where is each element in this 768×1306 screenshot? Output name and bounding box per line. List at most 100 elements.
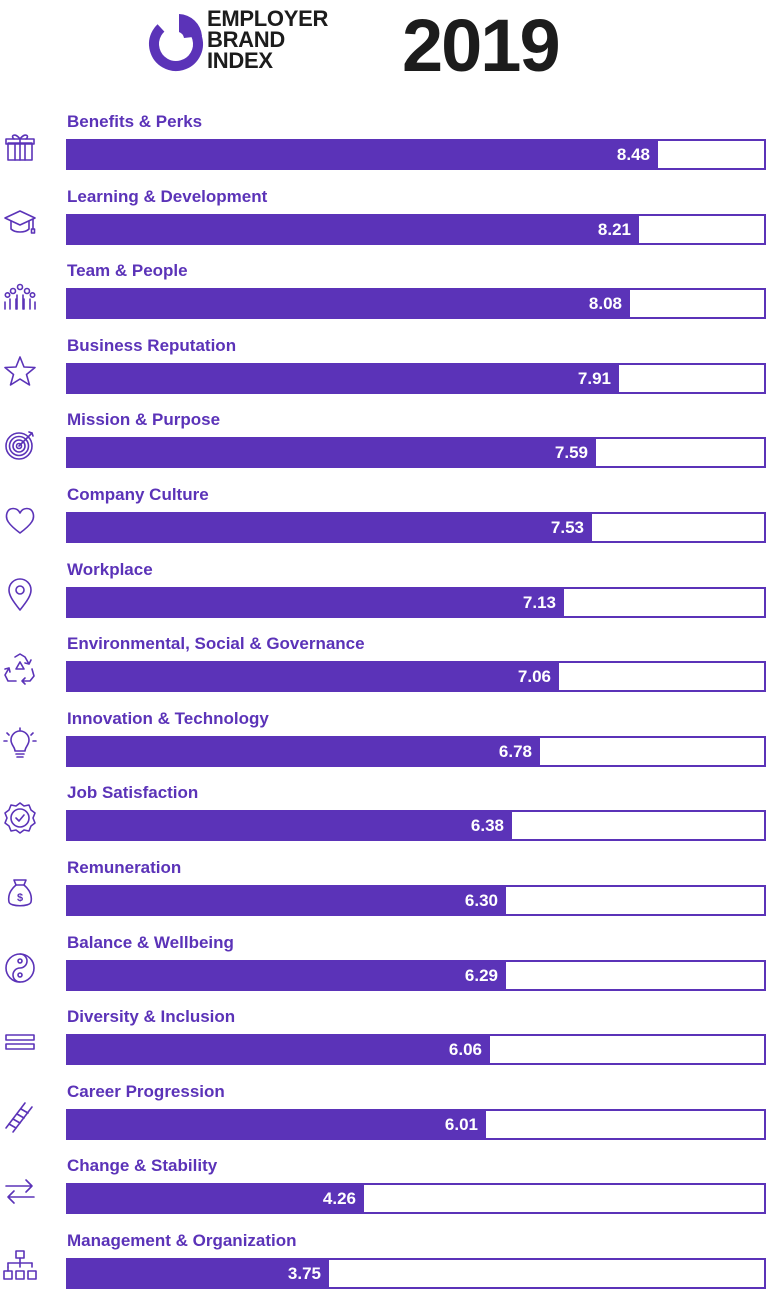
bar-value-label: 6.01 (444, 1114, 478, 1134)
brand-logo-icon (146, 8, 206, 74)
bar-track: 6.38 (66, 810, 766, 842)
bar-track: 7.91 (66, 362, 766, 394)
bar-value-label: 7.59 (554, 443, 588, 463)
bar-track: 8.21 (66, 213, 766, 245)
bar-track: 6.30 (66, 885, 766, 916)
bar-value-label: 6.38 (470, 816, 504, 836)
bar-row: Benefits & Perks 8.48 (0, 112, 768, 187)
category-label: Mission & Purpose (67, 410, 221, 430)
category-label: Workplace (67, 559, 153, 579)
gift-icon (3, 130, 37, 164)
bar-row: Team & People 8.08 (0, 261, 768, 336)
bar-value-label: 6.29 (464, 965, 498, 985)
bar-track: 6.29 (66, 959, 766, 991)
bar-row: Job Satisfaction 6.38 (0, 783, 768, 858)
brand-line-employer: EMPLOYER (207, 6, 329, 31)
header: EMPLOYER BRAND INDEX 2019 (0, 0, 768, 100)
brand-line-index: INDEX (207, 48, 273, 73)
bar-track: 7.53 (66, 512, 766, 543)
category-label: Career Progression (67, 1081, 225, 1101)
bar (68, 663, 559, 691)
bar-row: Management & Organization 3.75 (0, 1231, 768, 1306)
recycle-icon (3, 652, 37, 686)
bar (68, 439, 596, 467)
bar-value-label: 6.30 (464, 891, 498, 910)
category-label: Balance & Wellbeing (67, 932, 234, 952)
bar-track: 6.06 (66, 1034, 766, 1066)
category-label: Benefits & Perks (67, 112, 203, 131)
category-label: Team & People (67, 261, 188, 281)
bar (68, 514, 592, 541)
bar-value-label: 6.06 (448, 1040, 482, 1060)
bar-row: Balance & Wellbeing 6.29 (0, 933, 768, 1008)
category-label: Job Satisfaction (67, 783, 199, 803)
category-label: Environmental, Social & Governance (67, 634, 365, 654)
category-label: Company Culture (67, 485, 209, 504)
bar (68, 141, 658, 168)
equals-icon (3, 1025, 37, 1059)
bar-row: Workplace 7.13 (0, 560, 768, 635)
bar-row: Learning & Development 8.21 (0, 187, 768, 262)
people-group-icon (3, 279, 37, 313)
bar-row: Change & Stability 4.26 (0, 1156, 768, 1231)
category-label: Business Reputation (67, 335, 237, 355)
category-label: Change & Stability (67, 1156, 218, 1176)
category-label: Innovation & Technology (67, 708, 269, 728)
star-icon (3, 354, 37, 388)
bar-row: Diversity & Inclusion 6.06 (0, 1007, 768, 1082)
bar (68, 737, 540, 765)
bar-value-label: 8.48 (616, 145, 650, 164)
lightbulb-icon (3, 726, 37, 761)
bar-track: 3.75 (66, 1258, 766, 1289)
bar-row: $ Remuneration 6.30 (0, 858, 768, 933)
category-label: Diversity & Inclusion (67, 1007, 236, 1027)
bar-row: Innovation & Technology 6.78 (0, 709, 768, 784)
bar-track: 4.26 (66, 1183, 766, 1215)
bar-value-label: 7.91 (577, 368, 611, 388)
bar (68, 290, 630, 318)
bar (68, 1110, 486, 1138)
ladder-icon (3, 1100, 37, 1134)
bar-value-label: 8.21 (597, 219, 631, 239)
bar (68, 1036, 490, 1064)
svg-text:$: $ (17, 892, 23, 904)
bar-track: 6.01 (66, 1108, 766, 1140)
bar-value-label: 4.26 (322, 1189, 356, 1209)
heart-icon (3, 503, 37, 537)
org-chart-icon (3, 1249, 37, 1283)
bar-value-label: 7.06 (517, 667, 551, 687)
bar-value-label: 7.13 (522, 592, 556, 612)
bar (68, 364, 619, 392)
bar-row: Environmental, Social & Governance 7.06 (0, 634, 768, 709)
graduation-cap-icon (3, 205, 37, 239)
bar-track: 8.48 (66, 139, 766, 170)
bar-value-label: 8.08 (588, 294, 622, 314)
bar (68, 215, 639, 243)
bar (68, 1185, 364, 1213)
bar-row: Business Reputation 7.91 (0, 336, 768, 411)
bar-track: 7.06 (66, 661, 766, 693)
bar (68, 887, 506, 914)
report-year: 2019 (402, 4, 561, 87)
bar (68, 1260, 329, 1287)
bar (68, 588, 564, 616)
category-label: Remuneration (67, 858, 182, 877)
bar-track: 8.08 (66, 288, 766, 320)
bar-track: 6.78 (66, 735, 766, 767)
bar-row: Career Progression 6.01 (0, 1082, 768, 1157)
bar-value-label: 3.75 (287, 1264, 321, 1283)
bar (68, 812, 512, 840)
category-label: Learning & Development (67, 186, 268, 206)
exchange-arrows-icon (3, 1174, 37, 1208)
location-pin-icon (3, 577, 37, 612)
badge-check-icon (3, 801, 37, 835)
bar-track: 7.13 (66, 586, 766, 618)
bar-row: Mission & Purpose 7.59 (0, 410, 768, 485)
brand-wordmark: EMPLOYER BRAND INDEX (207, 6, 329, 73)
money-bag-icon: $ (3, 876, 37, 910)
yin-yang-icon (3, 951, 37, 985)
bar-track: 7.59 (66, 437, 766, 469)
brand-line-brand: BRAND (207, 27, 285, 52)
bar-value-label: 7.53 (550, 518, 584, 537)
